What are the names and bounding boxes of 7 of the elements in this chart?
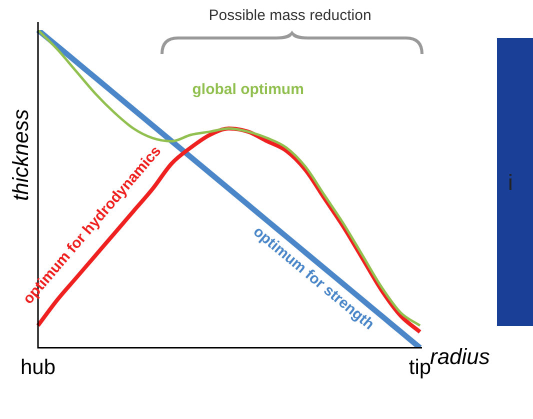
x-axis-title: radius xyxy=(430,344,490,369)
x-tick-label: hub xyxy=(20,356,56,380)
text: i xyxy=(508,170,513,196)
x-tick-label: tip xyxy=(408,356,432,380)
y-axis-title: thickness xyxy=(8,109,34,201)
text: global optimum xyxy=(192,80,304,98)
text: Possible mass reduction xyxy=(208,7,372,24)
